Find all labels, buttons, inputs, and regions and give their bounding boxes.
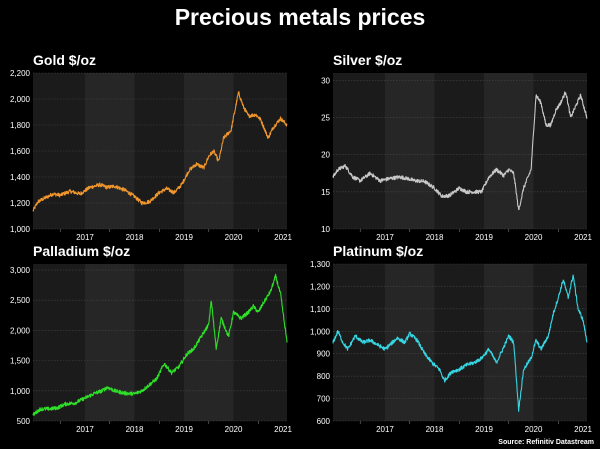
- palladium-x-tick-label: 2018: [126, 425, 144, 434]
- palladium-y-tick-label: 3,000: [10, 266, 31, 275]
- palladium-title: Palladium $/oz: [33, 243, 130, 259]
- silver-y-tick-label: 25: [321, 114, 330, 123]
- silver-x-tick-label: 2017: [376, 233, 394, 242]
- platinum-plot-area: [333, 264, 587, 421]
- gold-y-tick-label: 2,200: [10, 69, 31, 78]
- gold-x-tick-label: 2020: [225, 233, 243, 242]
- silver-y-tick-label: 20: [321, 151, 330, 160]
- palladium-x-tick-label: 2020: [225, 425, 243, 434]
- silver-y-tick-label: 10: [321, 225, 330, 234]
- platinum-y-tick-label: 900: [317, 350, 331, 359]
- palladium-y-tick-label: 2,000: [10, 326, 31, 335]
- gold-panel: 1,000 1,200 1,400 1,600 1,800 2,000 2,200 2017 2…: [10, 52, 293, 242]
- platinum-panel: 600 700 800 900 1,000 1,100 1,200 1,300 2017 2018…: [310, 243, 593, 434]
- platinum-y-tick-label: 1,200: [310, 282, 331, 291]
- chart-title: Precious metals prices: [174, 4, 426, 30]
- palladium-x-tick-label: 2017: [76, 425, 94, 434]
- platinum-x-tick-label: 2021: [574, 425, 592, 434]
- gold-price-line: [32, 91, 288, 212]
- palladium-y-tick-label: 2,500: [10, 296, 31, 305]
- silver-x-tick-label: 2021: [574, 233, 592, 242]
- silver-y-tick-label: 30: [321, 76, 330, 85]
- gold-y-tick-label: 1,600: [10, 147, 31, 156]
- silver-x-tick-label: 2019: [475, 233, 493, 242]
- palladium-y-tick-label: 1,000: [10, 387, 31, 396]
- palladium-y-tick-label: 1,500: [10, 357, 31, 366]
- palladium-x-tick-label: 2021: [274, 425, 292, 434]
- platinum-price-line: [332, 274, 588, 412]
- platinum-x-tick-label: 2017: [376, 425, 394, 434]
- gold-y-tick-label: 1,400: [10, 173, 31, 182]
- platinum-year-shade: [484, 264, 534, 421]
- platinum-x-tick-label: 2020: [525, 425, 543, 434]
- platinum-y-tick-label: 600: [317, 417, 331, 426]
- palladium-y-tick-label: 500: [17, 417, 31, 426]
- platinum-y-tick-label: 1,000: [310, 327, 331, 336]
- silver-year-shade: [384, 73, 435, 229]
- gold-x-tick-label: 2017: [76, 233, 94, 242]
- silver-title: Silver $/oz: [333, 52, 402, 68]
- palladium-panel: 500 1,000 1,500 2,000 2,500 3,000 2017 2018 2019…: [10, 243, 293, 434]
- gold-x-tick-label: 2018: [126, 233, 144, 242]
- source-note: Source: Refinitiv Datastream: [498, 439, 594, 446]
- gold-y-tick-label: 2,000: [10, 95, 31, 104]
- palladium-year-shade: [184, 264, 234, 421]
- platinum-title: Platinum $/oz: [333, 243, 423, 259]
- silver-price-line: [332, 91, 588, 211]
- palladium-year-shade: [84, 264, 135, 421]
- silver-plot-area: [333, 73, 587, 229]
- silver-panel: 10 15 20 25 30 2017 2018 2019 2020 2021 Silver $/o…: [321, 52, 592, 242]
- gold-y-tick-label: 1,200: [10, 199, 31, 208]
- silver-x-tick-label: 2018: [426, 233, 444, 242]
- palladium-x-tick-label: 2019: [175, 425, 193, 434]
- gold-y-tick-label: 1,000: [10, 225, 31, 234]
- gold-y-tick-label: 1,800: [10, 121, 31, 130]
- platinum-x-tick-label: 2018: [426, 425, 444, 434]
- silver-year-shade: [484, 73, 534, 229]
- gold-title: Gold $/oz: [33, 52, 96, 68]
- platinum-y-tick-label: 1,100: [310, 305, 331, 314]
- gold-x-tick-label: 2019: [175, 233, 193, 242]
- platinum-y-tick-label: 800: [317, 372, 331, 381]
- platinum-x-tick-label: 2019: [475, 425, 493, 434]
- palladium-price-line: [32, 273, 288, 416]
- silver-y-tick-label: 15: [321, 188, 330, 197]
- platinum-y-tick-label: 1,300: [310, 260, 331, 269]
- palladium-plot-area: [33, 264, 287, 421]
- gold-x-tick-label: 2021: [274, 233, 292, 242]
- silver-x-tick-label: 2020: [525, 233, 543, 242]
- platinum-y-tick-label: 700: [317, 395, 331, 404]
